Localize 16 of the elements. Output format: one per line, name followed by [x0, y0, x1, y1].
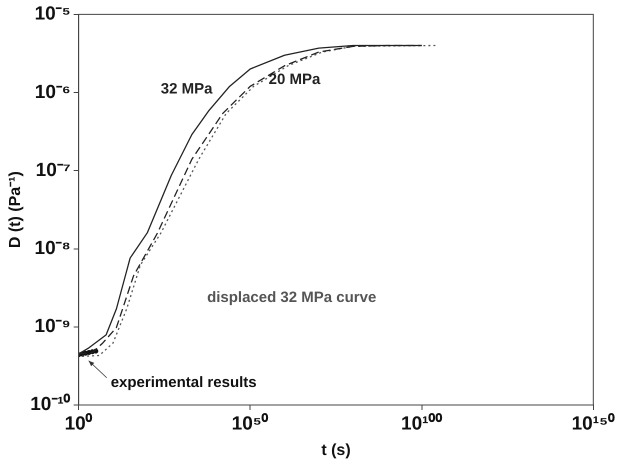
- y-tick-label: 10⁻⁶: [34, 82, 71, 103]
- y-tick-label: 10⁻¹⁰: [30, 393, 71, 416]
- x-tick-label: 10⁵⁰: [232, 412, 269, 435]
- x-tick-label: 10¹⁰⁰: [401, 412, 442, 435]
- series-label: 20 MPa: [268, 70, 322, 88]
- y-tick-label: 10⁻⁸: [34, 238, 71, 259]
- y-tick-label: 10⁻⁵: [34, 4, 71, 25]
- y-tick-label: 10⁻⁹: [34, 316, 71, 338]
- series-label: 32 MPa: [160, 80, 214, 98]
- x-axis-title: t (s): [321, 442, 351, 459]
- text: displaced 32 MPa curve: [207, 289, 376, 306]
- x-tick-label: 10¹⁵⁰: [572, 412, 615, 435]
- y-tick-label: 10⁻⁷: [36, 160, 71, 181]
- y-axis-title: D (t) (Pa⁻¹): [7, 171, 24, 248]
- series-label: experimental results: [110, 374, 257, 391]
- x-tick-label: 10⁰: [64, 412, 93, 435]
